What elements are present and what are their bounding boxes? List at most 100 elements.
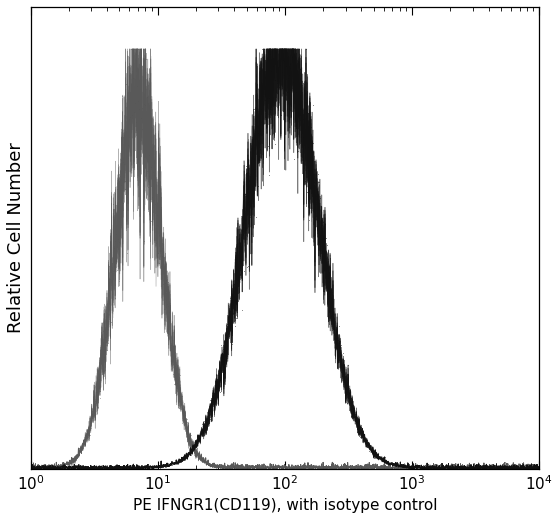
Point bbox=[225, 464, 234, 472]
Point bbox=[450, 463, 459, 472]
Point bbox=[368, 447, 377, 456]
Point bbox=[87, 462, 96, 471]
Point bbox=[288, 464, 297, 472]
Point bbox=[389, 463, 398, 472]
Point bbox=[72, 451, 81, 459]
Point bbox=[148, 464, 157, 472]
Point bbox=[299, 463, 308, 472]
Point bbox=[109, 200, 118, 209]
Point bbox=[86, 422, 95, 430]
Point bbox=[105, 464, 114, 472]
Point bbox=[267, 67, 276, 75]
Point bbox=[54, 464, 63, 472]
Point bbox=[427, 464, 436, 473]
Point bbox=[259, 101, 268, 110]
Point bbox=[387, 460, 396, 468]
Point bbox=[72, 456, 81, 464]
Point bbox=[113, 185, 122, 193]
Point bbox=[400, 463, 409, 471]
Point bbox=[246, 170, 255, 178]
Point bbox=[31, 464, 40, 472]
Point bbox=[128, 67, 137, 75]
Point bbox=[255, 151, 264, 160]
Point bbox=[259, 45, 268, 53]
Point bbox=[52, 458, 61, 466]
Point bbox=[495, 465, 504, 473]
Point bbox=[132, 50, 141, 58]
Point bbox=[404, 463, 413, 472]
Point bbox=[106, 318, 115, 326]
Point bbox=[395, 462, 404, 471]
Point bbox=[123, 461, 132, 470]
Point bbox=[35, 465, 44, 473]
Point bbox=[503, 464, 512, 473]
Point bbox=[86, 464, 95, 472]
Point bbox=[437, 464, 446, 473]
Point bbox=[242, 263, 251, 271]
Point bbox=[127, 463, 136, 471]
Point bbox=[281, 464, 290, 473]
Point bbox=[405, 464, 414, 472]
Point bbox=[336, 357, 345, 366]
Point bbox=[329, 459, 338, 467]
Point bbox=[76, 462, 85, 471]
Point bbox=[74, 464, 83, 473]
Point bbox=[381, 462, 390, 470]
Point bbox=[416, 464, 425, 473]
Point bbox=[420, 464, 429, 473]
Point bbox=[498, 463, 507, 471]
Point bbox=[310, 222, 319, 230]
Point bbox=[487, 464, 496, 473]
Point bbox=[343, 464, 352, 473]
Point bbox=[482, 464, 491, 473]
Point bbox=[76, 446, 85, 454]
Point bbox=[65, 462, 74, 470]
Point bbox=[279, 463, 288, 472]
Point bbox=[67, 460, 76, 468]
Point bbox=[368, 460, 377, 469]
Point bbox=[201, 458, 210, 466]
Point bbox=[337, 341, 346, 349]
Point bbox=[40, 462, 49, 471]
Point bbox=[352, 461, 361, 470]
Point bbox=[404, 464, 413, 472]
Point bbox=[444, 459, 453, 467]
Point bbox=[294, 45, 303, 53]
Point bbox=[131, 118, 140, 126]
Point bbox=[515, 465, 524, 473]
Point bbox=[181, 453, 190, 462]
Point bbox=[297, 464, 306, 473]
Point bbox=[220, 378, 228, 386]
Point bbox=[494, 465, 503, 473]
Point bbox=[239, 463, 248, 471]
Point bbox=[184, 419, 193, 427]
Point bbox=[402, 462, 410, 471]
Point bbox=[284, 462, 293, 471]
Point bbox=[38, 464, 47, 473]
Point bbox=[242, 463, 251, 472]
Point bbox=[423, 464, 432, 472]
Point bbox=[174, 401, 183, 409]
Point bbox=[101, 330, 110, 338]
Point bbox=[92, 388, 101, 396]
Point bbox=[293, 463, 302, 472]
Point bbox=[444, 461, 453, 469]
Point bbox=[371, 463, 380, 472]
Point bbox=[233, 276, 242, 284]
Point bbox=[323, 240, 332, 249]
Point bbox=[473, 465, 482, 473]
Point bbox=[437, 464, 446, 473]
Point bbox=[431, 463, 440, 471]
Point bbox=[265, 171, 274, 179]
Point bbox=[148, 167, 157, 176]
Point bbox=[224, 463, 233, 471]
Point bbox=[67, 463, 76, 472]
Point bbox=[493, 462, 502, 470]
Point bbox=[130, 45, 139, 53]
Point bbox=[346, 402, 355, 410]
Point bbox=[198, 420, 207, 428]
Point bbox=[433, 464, 442, 473]
Point bbox=[107, 254, 116, 262]
Point bbox=[134, 462, 143, 470]
Point bbox=[76, 443, 85, 451]
